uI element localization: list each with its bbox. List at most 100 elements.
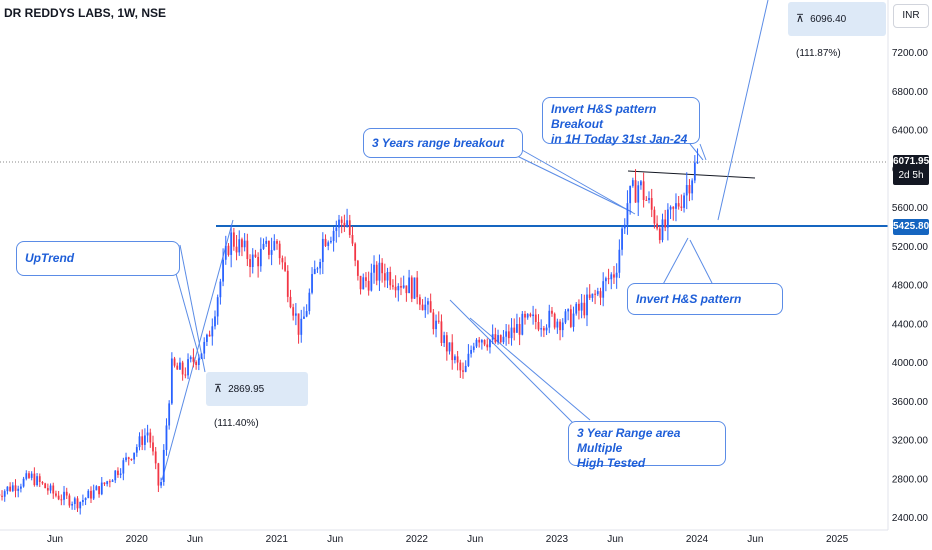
candle-body bbox=[540, 328, 543, 330]
candle-body bbox=[135, 447, 138, 453]
candle-body bbox=[623, 224, 626, 229]
candle-body bbox=[604, 278, 607, 282]
candle-body bbox=[567, 309, 570, 312]
x-tick-label: Jun bbox=[187, 534, 203, 545]
y-axis-panel[interactable] bbox=[888, 0, 932, 550]
candle-body bbox=[65, 491, 68, 496]
candle-body bbox=[491, 334, 494, 340]
candle-body bbox=[203, 341, 206, 354]
candle-body bbox=[645, 199, 648, 201]
candle-body bbox=[480, 340, 483, 343]
candle-body bbox=[294, 313, 297, 316]
candle-body bbox=[634, 180, 637, 203]
candle-body bbox=[146, 432, 149, 436]
candle-body bbox=[297, 313, 300, 335]
candle-body bbox=[578, 303, 580, 311]
callout-range-breakout[interactable]: 3 Years range breakout bbox=[363, 128, 523, 158]
candle-body bbox=[125, 457, 127, 461]
candle-body bbox=[688, 185, 691, 194]
candle-body bbox=[615, 272, 618, 278]
neckline[interactable] bbox=[627, 170, 756, 179]
candle-body bbox=[305, 311, 308, 317]
candle-body bbox=[30, 473, 33, 478]
candle-body bbox=[537, 321, 540, 330]
currency-button[interactable]: INR bbox=[893, 4, 929, 28]
candle-body bbox=[470, 349, 472, 354]
candle-body bbox=[427, 301, 429, 305]
candle-body bbox=[640, 181, 642, 186]
candle-body bbox=[184, 374, 187, 376]
candle-body bbox=[108, 481, 111, 483]
candle-body bbox=[556, 321, 559, 328]
candle-body bbox=[11, 485, 14, 491]
candle-body bbox=[518, 324, 521, 335]
candle-body bbox=[410, 277, 413, 299]
candle-body bbox=[265, 240, 268, 244]
candle-body bbox=[46, 488, 49, 491]
callout-uptrend[interactable]: UpTrend bbox=[16, 241, 180, 276]
candle-body bbox=[278, 243, 281, 259]
y-tick-label: 2400.00 bbox=[892, 513, 929, 524]
candle-body bbox=[354, 243, 357, 261]
candle-body bbox=[513, 327, 516, 333]
candle-body bbox=[580, 302, 583, 311]
candle-body bbox=[397, 286, 400, 291]
candle-body bbox=[73, 498, 76, 504]
candle-body bbox=[179, 362, 181, 370]
candle-body bbox=[677, 203, 680, 207]
candle-body bbox=[208, 334, 211, 337]
candle-body bbox=[276, 241, 278, 244]
callout-invert-breakout[interactable]: Invert H&S pattern Breakout in 1H Today … bbox=[542, 97, 700, 146]
measure-label: 6096.40 (111.87%) bbox=[796, 14, 847, 59]
candle-body bbox=[618, 249, 621, 273]
candle-body bbox=[17, 488, 20, 491]
candle-body bbox=[192, 357, 195, 362]
measure-box-left[interactable]: ⊼ 2869.95 (111.40%) bbox=[206, 372, 308, 429]
candle-body bbox=[243, 240, 246, 248]
x-tick-label: 2023 bbox=[546, 534, 569, 545]
candle-body bbox=[36, 476, 38, 486]
candle-body bbox=[483, 340, 486, 345]
candle-body bbox=[351, 235, 354, 244]
candle-body bbox=[286, 270, 289, 297]
countdown-value: 2d 5h bbox=[898, 170, 924, 181]
measure-box-top[interactable]: ⊼ 6096.40 (111.87%) bbox=[788, 2, 886, 59]
candle-body bbox=[254, 254, 257, 257]
candle-body bbox=[507, 331, 510, 339]
candle-body bbox=[340, 219, 343, 223]
candle-body bbox=[49, 485, 52, 491]
candle-body bbox=[494, 334, 497, 343]
candle-body bbox=[680, 206, 683, 208]
candle-body bbox=[462, 370, 464, 372]
y-tick-label: 7200.00 bbox=[892, 48, 929, 59]
candle-body bbox=[588, 294, 591, 298]
pointer-line bbox=[179, 244, 206, 373]
candle-body bbox=[443, 335, 446, 343]
callout-invert-pattern[interactable]: Invert H&S pattern bbox=[627, 283, 783, 315]
candle-body bbox=[38, 476, 41, 482]
x-tick-label: 2020 bbox=[126, 534, 149, 545]
chart-title: DR REDDYS LABS, 1W, NSE bbox=[4, 6, 167, 20]
measure-icon: ⊼ bbox=[796, 13, 805, 25]
candle-body bbox=[418, 297, 421, 305]
candle-body bbox=[187, 359, 189, 376]
candle-body bbox=[330, 240, 332, 243]
callout-range-area[interactable]: 3 Year Range area Multiple High Tested bbox=[568, 421, 726, 470]
candle-body bbox=[157, 463, 160, 486]
candle-body bbox=[313, 268, 316, 275]
candle-body bbox=[141, 436, 144, 445]
projection-line[interactable] bbox=[717, 0, 769, 221]
candle-body bbox=[448, 342, 451, 352]
pointer-line bbox=[689, 239, 713, 284]
candle-body bbox=[408, 277, 410, 294]
candle-body bbox=[87, 490, 90, 499]
candle-body bbox=[631, 180, 634, 186]
candle-body bbox=[6, 486, 9, 492]
candle-body bbox=[303, 316, 305, 319]
candle-body bbox=[564, 311, 567, 323]
candle-body bbox=[114, 470, 117, 481]
candle-body bbox=[648, 198, 650, 201]
candle-body bbox=[445, 335, 448, 352]
candle-body bbox=[127, 457, 130, 459]
